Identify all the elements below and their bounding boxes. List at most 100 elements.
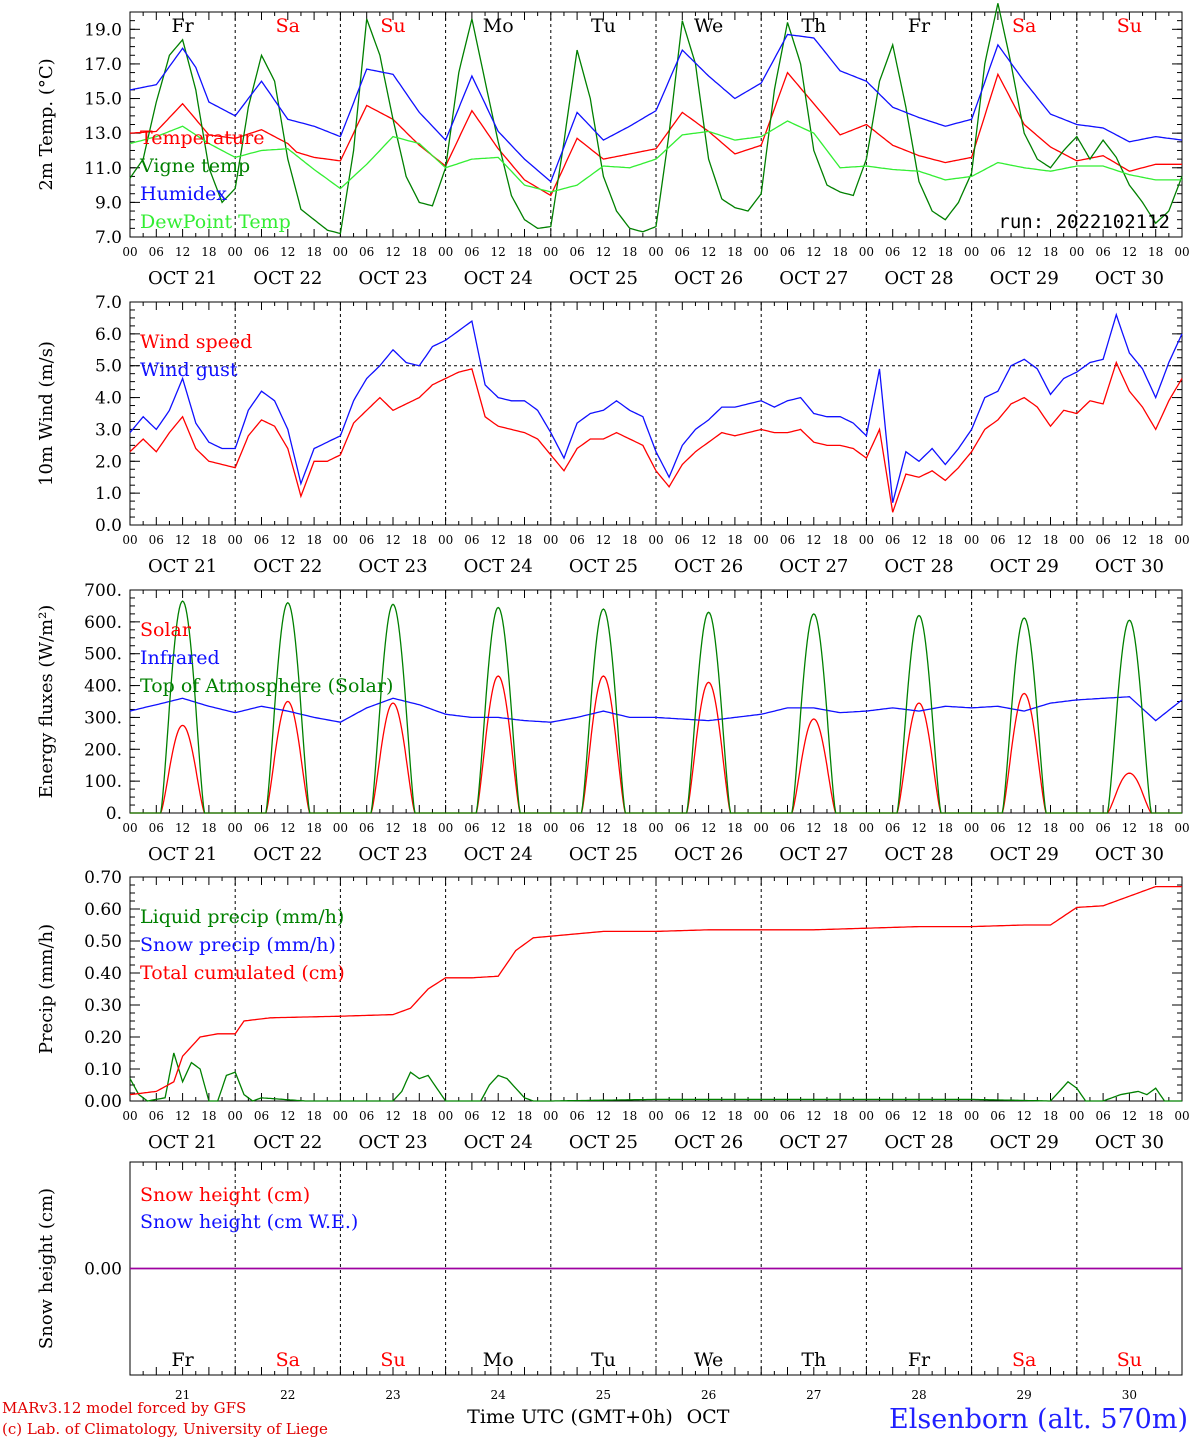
hour-label: 12: [1122, 1109, 1137, 1123]
panel-1: 7.0 9.0 11.0 13.0 15.0 17.0 19.0 2m Temp. (°C) 0…: [36, 3, 1190, 289]
hour-label: 06: [1095, 245, 1110, 259]
hour-label: 00: [859, 1109, 874, 1123]
y-axis-label: 10m Wind (m/s): [36, 341, 57, 486]
x-axis-title: Time UTC (GMT+0h): [467, 1406, 673, 1428]
date-label: OCT 24: [464, 268, 533, 289]
hour-label: 18: [306, 245, 321, 259]
hour-label: 12: [491, 1109, 506, 1123]
hour-label: 18: [201, 533, 216, 547]
series-line-1-4: [129, 120, 1182, 193]
hour-label: 00: [543, 533, 558, 547]
day-number-label: 30: [1122, 1388, 1137, 1402]
hour-label: 00: [964, 245, 979, 259]
hour-label: 18: [1043, 245, 1058, 259]
hour-label: 12: [596, 245, 611, 259]
hour-label: 18: [622, 1109, 637, 1123]
hour-label: 18: [1043, 533, 1058, 547]
plot-frame: [129, 301, 1183, 526]
hour-label: 06: [254, 1109, 269, 1123]
series-line-1-1: [129, 71, 1182, 197]
series-line-3-2: [129, 696, 1183, 723]
hour-label: 12: [385, 1109, 400, 1123]
weekday-label: Mo: [483, 15, 514, 37]
date-label: OCT 29: [990, 556, 1059, 577]
hour-label: 18: [938, 245, 953, 259]
y-tick-label: 0.: [106, 804, 122, 824]
hour-label: 18: [938, 533, 953, 547]
hour-label: 12: [1017, 1109, 1032, 1123]
hour-label: 00: [1069, 533, 1084, 547]
weekday-label: Tu: [591, 15, 616, 37]
hour-label: 12: [385, 533, 400, 547]
hour-label: 18: [1148, 533, 1163, 547]
legend-entry: Snow height (cm): [140, 1184, 310, 1206]
hour-label: 18: [517, 533, 532, 547]
weekday-label: Sa: [1012, 1349, 1036, 1371]
hour-label: 12: [701, 821, 716, 835]
date-label: OCT 25: [569, 844, 638, 865]
hour-label: 00: [122, 245, 137, 259]
hour-label: 12: [175, 245, 190, 259]
date-label: OCT 29: [990, 268, 1059, 289]
hour-label: 12: [1122, 821, 1137, 835]
hour-label: 12: [806, 821, 821, 835]
weekday-label: Su: [1117, 1349, 1142, 1371]
legend-entry: Infrared: [140, 647, 220, 669]
date-label: OCT 28: [884, 268, 953, 289]
hour-label: 06: [254, 245, 269, 259]
hour-label: 06: [1095, 1109, 1110, 1123]
hour-label: 12: [1017, 245, 1032, 259]
y-tick-label: 500.: [84, 645, 122, 665]
hour-label: 06: [885, 533, 900, 547]
hour-label: 06: [780, 533, 795, 547]
y-tick-label: 400.: [84, 677, 122, 697]
hour-label: 12: [806, 533, 821, 547]
hour-label: 06: [780, 245, 795, 259]
series-line-2-2: [129, 312, 1183, 503]
date-label: OCT 26: [674, 556, 743, 577]
hour-label: 00: [648, 821, 663, 835]
weekday-label: Su: [1117, 15, 1142, 37]
date-label: OCT 21: [148, 844, 217, 865]
hour-label: 06: [464, 533, 479, 547]
day-number-label: 21: [175, 1388, 190, 1402]
panel-5: 0.00 Snow height (cm) Snow height (cm) Snow…: [36, 1161, 1183, 1402]
hour-label: 18: [727, 1109, 742, 1123]
weekday-label: Mo: [483, 1349, 514, 1371]
legend-entry: Liquid precip (mm/h): [140, 906, 344, 928]
date-label: OCT 25: [569, 1132, 638, 1153]
hour-label: 18: [1043, 1109, 1058, 1123]
hour-label: 00: [1174, 1109, 1189, 1123]
weekday-label: Tu: [591, 1349, 616, 1371]
y-tick-label: 1.0: [95, 484, 122, 504]
legend-entry: Snow height (cm W.E.): [140, 1211, 358, 1233]
hour-label: 18: [938, 821, 953, 835]
hour-label: 06: [675, 533, 690, 547]
hour-label: 06: [990, 1109, 1005, 1123]
hour-label: 06: [1095, 821, 1110, 835]
hour-label: 06: [569, 1109, 584, 1123]
hour-label: 00: [1174, 821, 1189, 835]
y-tick-label: 700.: [84, 581, 122, 601]
hour-label: 06: [359, 245, 374, 259]
hour-label: 00: [964, 821, 979, 835]
hour-label: 12: [806, 1109, 821, 1123]
date-label: OCT 29: [990, 1132, 1059, 1153]
hour-label: 06: [254, 533, 269, 547]
date-label: OCT 30: [1095, 1132, 1164, 1153]
weekday-label: Sa: [1012, 15, 1036, 37]
date-label: OCT 24: [464, 556, 533, 577]
y-tick-label: 0.40: [84, 964, 122, 984]
hour-label: 12: [491, 245, 506, 259]
legend-entry: Wind speed: [140, 331, 252, 353]
date-label: OCT 27: [779, 1132, 848, 1153]
y-tick-label: 13.0: [84, 124, 122, 144]
hour-label: 00: [438, 821, 453, 835]
date-label: OCT 24: [464, 844, 533, 865]
x-axis-month: OCT: [687, 1406, 730, 1428]
series-line-4-1: [129, 1052, 1182, 1102]
hour-label: 12: [806, 245, 821, 259]
hour-label: 18: [201, 245, 216, 259]
hour-label: 00: [1174, 533, 1189, 547]
hour-label: 00: [754, 821, 769, 835]
